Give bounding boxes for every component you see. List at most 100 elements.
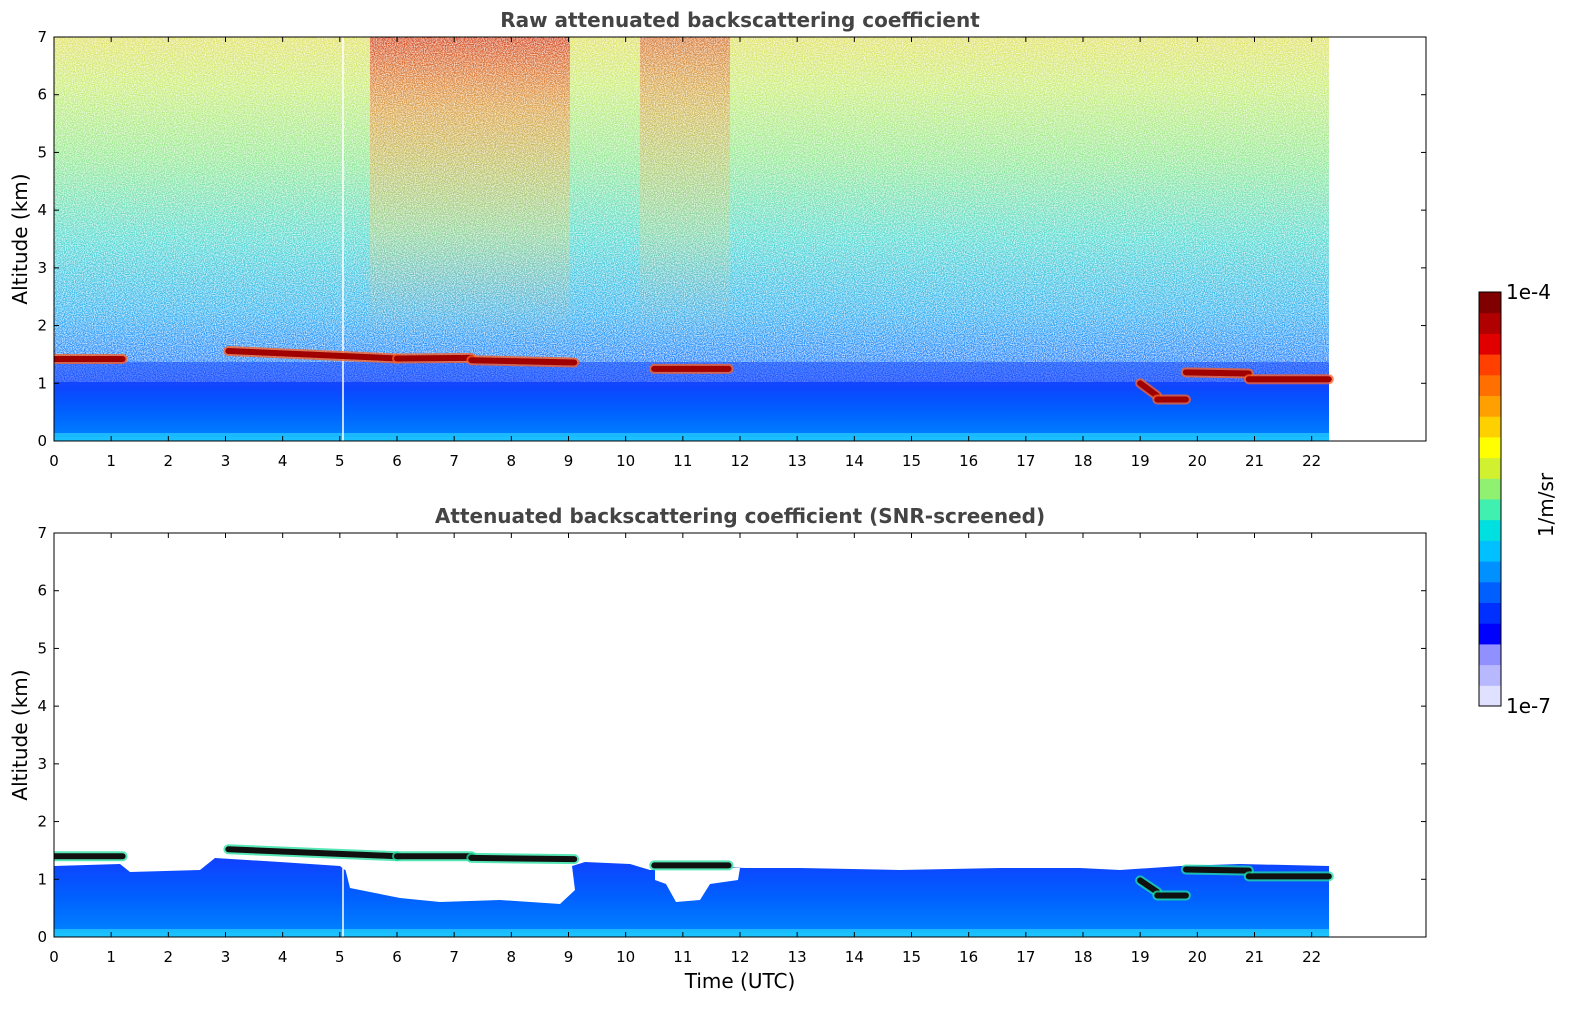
colorbar-swatch [1479,292,1501,314]
raw-x-tick-label: 11 [673,452,692,470]
screened-panel-title: Attenuated backscattering coefficient (S… [435,504,1045,528]
raw-y-tick-label: 0 [37,432,47,450]
screened-backscatter-panel: Attenuated backscattering coefficient (S… [8,504,1427,993]
colorbar-swatch [1479,602,1501,624]
raw-y-tick-label: 3 [37,259,47,277]
screened-x-tick-label: 20 [1188,948,1207,966]
screened-x-tick-label: 12 [730,948,749,966]
colorbar-swatch [1479,664,1501,686]
screened-cloud-layer [225,846,400,860]
screened-y-tick-label: 3 [37,755,47,773]
raw-x-tick-label: 3 [221,452,231,470]
screened-white-gap-b [655,868,740,902]
raw-cloud-layer [1137,380,1161,399]
colorbar-swatch [1479,395,1501,417]
raw-x-tick-label: 22 [1302,452,1321,470]
raw-y-tick-label: 7 [37,28,47,46]
screened-y-tick-label: 6 [37,582,47,600]
raw-x-tick-label: 2 [164,452,174,470]
colorbar-frame [1478,291,1502,707]
screened-x-tick-label: 9 [564,948,574,966]
raw-x-tick-label: 1 [106,452,116,470]
screened-y-tick-label: 0 [37,928,47,946]
screened-x-tick-label: 7 [449,948,459,966]
raw-x-tick-label: 0 [49,452,59,470]
raw-cloud-layer [225,347,400,362]
raw-cloud-layer [468,357,578,366]
screened-x-tick-label: 22 [1302,948,1321,966]
colorbar-swatch [1479,540,1501,562]
screened-x-tick-label: 0 [49,948,59,966]
screened-x-tick-label: 6 [392,948,402,966]
raw-y-axis: 0 1 2 3 4 5 6 7 [37,28,1426,450]
colorbar-swatches [1479,292,1501,707]
colorbar-swatch [1479,436,1501,459]
colorbar-unit-label: 1/m/sr [1534,472,1558,537]
raw-x-axis: 0 1 2 3 4 5 6 7 8 9 10 11 12 13 14 15 16 17 18 19 20 21 22 [49,37,1321,470]
screened-cloud-layers [54,844,1334,901]
screened-x-tick-label: 11 [673,948,692,966]
screened-x-tick-label: 21 [1245,948,1264,966]
raw-cloud-layer [1182,369,1252,377]
screened-x-tick-label: 2 [164,948,174,966]
screened-x-tick-label: 4 [278,948,288,966]
raw-backscatter-panel: Raw attenuated backscattering coefficien… [8,8,1427,470]
screened-x-tick-label: 1 [106,948,116,966]
screened-y-axis-label: Altitude (km) [8,669,32,800]
colorbar-swatch [1479,457,1501,479]
raw-x-tick-label: 15 [902,452,921,470]
screened-x-tick-label: 5 [335,948,345,966]
screened-cloud-layer [1182,866,1252,874]
screened-y-tick-label: 4 [37,697,47,715]
colorbar-max-label: 1e-4 [1506,280,1551,304]
raw-cloud-layers [54,345,1334,405]
screened-x-axis: 0 1 2 3 4 5 6 7 8 9 10 11 12 13 14 15 16 17 18 19 20 21 22 [49,533,1321,966]
raw-x-tick-label: 7 [449,452,459,470]
colorbar-swatch [1479,416,1501,438]
raw-x-tick-label: 18 [1073,452,1092,470]
screened-cloud-layer [1137,877,1161,895]
screened-y-tick-label: 2 [37,813,47,831]
screened-x-tick-label: 14 [845,948,864,966]
raw-x-tick-label: 21 [1245,452,1264,470]
raw-x-tick-label: 14 [845,452,864,470]
raw-y-axis-label: Altitude (km) [8,173,32,304]
raw-x-tick-label: 20 [1188,452,1207,470]
raw-x-tick-label: 5 [335,452,345,470]
screened-x-tick-label: 8 [507,948,517,966]
colorbar: 1e-4 1e-7 1/m/sr [1478,280,1558,718]
screened-ground-band [54,929,1329,937]
raw-y-tick-label: 1 [37,374,47,392]
raw-y-tick-label: 4 [37,201,47,219]
colorbar-swatch [1479,561,1501,583]
screened-y-tick-label: 1 [37,870,47,888]
raw-y-tick-label: 2 [37,317,47,335]
raw-boundary-layer [54,382,1329,441]
raw-x-tick-label: 8 [507,452,517,470]
screened-x-tick-label: 3 [221,948,231,966]
raw-x-tick-label: 12 [730,452,749,470]
screened-x-tick-label: 19 [1131,948,1150,966]
colorbar-swatch [1479,623,1501,645]
screened-y-tick-label: 5 [37,639,47,657]
raw-ground-band [54,433,1329,441]
colorbar-swatch [1479,354,1501,376]
screened-x-tick-label: 18 [1073,948,1092,966]
colorbar-swatch [1479,581,1501,603]
screened-cloud-layer [468,854,578,863]
screened-x-tick-label: 16 [959,948,978,966]
screened-x-tick-label: 13 [788,948,807,966]
colorbar-swatch [1479,333,1501,355]
colorbar-swatch [1479,643,1501,666]
raw-panel-title: Raw attenuated backscattering coefficien… [500,8,980,32]
raw-x-tick-label: 9 [564,452,574,470]
raw-x-tick-label: 10 [616,452,635,470]
raw-x-tick-label: 16 [959,452,978,470]
raw-y-tick-label: 5 [37,143,47,161]
screened-white-gap-a [345,866,575,904]
raw-x-tick-label: 6 [392,452,402,470]
screened-x-tick-label: 10 [616,948,635,966]
raw-x-tick-label: 4 [278,452,288,470]
screened-x-tick-label: 15 [902,948,921,966]
colorbar-swatch [1479,312,1501,334]
